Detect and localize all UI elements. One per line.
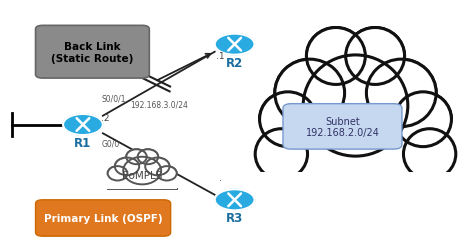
Ellipse shape [306,28,365,85]
Ellipse shape [403,129,456,180]
Circle shape [63,114,103,136]
Ellipse shape [123,157,161,184]
Ellipse shape [115,158,139,176]
Ellipse shape [145,158,170,176]
Text: R1: R1 [74,136,91,149]
Text: .1: .1 [216,52,224,61]
Circle shape [215,34,255,56]
Ellipse shape [108,166,128,181]
Ellipse shape [275,60,345,127]
Ellipse shape [108,166,128,181]
Text: R3: R3 [226,212,243,224]
Ellipse shape [126,150,147,164]
Bar [107,187,177,189]
FancyBboxPatch shape [36,200,171,236]
Ellipse shape [303,56,408,156]
Ellipse shape [260,92,316,147]
Ellipse shape [255,129,308,180]
Bar [107,174,177,189]
Ellipse shape [366,60,436,127]
Text: Subnet
192.168.2.0/24: Subnet 192.168.2.0/24 [306,116,379,138]
Ellipse shape [395,92,451,147]
Ellipse shape [306,28,365,85]
Text: .: . [219,172,222,182]
Ellipse shape [157,166,177,181]
Ellipse shape [403,129,456,180]
Text: EoMPLS: EoMPLS [122,170,163,180]
Ellipse shape [255,129,308,180]
FancyBboxPatch shape [36,26,149,79]
Ellipse shape [346,28,405,85]
FancyBboxPatch shape [283,104,402,150]
Text: 192.168.3.0/24: 192.168.3.0/24 [130,100,188,110]
Ellipse shape [157,166,177,181]
Ellipse shape [395,92,451,147]
Ellipse shape [346,28,405,85]
Bar [107,174,177,189]
Ellipse shape [260,92,316,147]
Text: R2: R2 [226,56,243,70]
Ellipse shape [115,158,139,176]
Text: S0/0/1: S0/0/1 [102,94,127,103]
Text: Primary Link (OSPF): Primary Link (OSPF) [44,213,163,223]
Ellipse shape [137,150,158,164]
Bar [252,124,459,183]
Text: .2: .2 [101,114,109,122]
Bar [252,172,459,183]
Ellipse shape [366,60,436,127]
Ellipse shape [137,150,158,164]
Text: G0/0: G0/0 [102,139,120,148]
Bar [252,120,459,183]
Circle shape [215,190,255,210]
Text: Back Link
(Static Route): Back Link (Static Route) [51,42,134,63]
Ellipse shape [123,157,161,184]
Ellipse shape [145,158,170,176]
Ellipse shape [126,150,147,164]
Ellipse shape [275,60,345,127]
Ellipse shape [303,56,408,156]
